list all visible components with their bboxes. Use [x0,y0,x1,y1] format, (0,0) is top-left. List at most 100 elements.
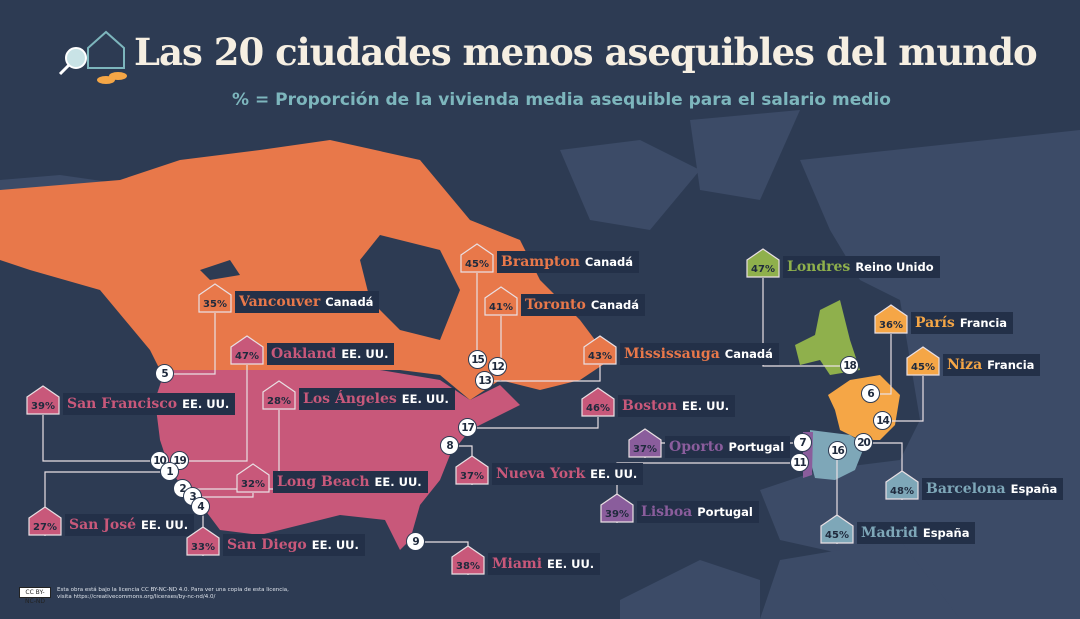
city-label[interactable]: 35% Vancouver Canadá [198,283,380,313]
affordability-pct: 45% [911,362,935,373]
rank-marker[interactable]: 14 [873,411,892,430]
affordability-pct: 41% [489,302,513,313]
country-name: Portugal [697,505,753,519]
affordability-pct: 45% [465,259,489,270]
city-name: Brampton [501,254,580,270]
affordability-pct: 47% [751,264,775,275]
house-icon: 28% [262,380,296,410]
rank-marker[interactable]: 4 [191,497,210,516]
city-label[interactable]: 27% San José EE. UU. [28,506,195,536]
country-name: EE. UU. [547,557,595,571]
canada-region [0,140,610,400]
country-name: EE. UU. [141,518,189,532]
page-title: Las 20 ciudades menos asequibles del mun… [134,30,1038,74]
leader-line [42,415,160,462]
affordability-pct: 27% [33,522,57,533]
rank-marker[interactable]: 18 [840,356,859,375]
affordability-pct: 43% [588,351,612,362]
house-icon: 38% [451,545,485,575]
country-name: EE. UU. [182,397,230,411]
city-label[interactable]: 45% Niza Francia [906,346,1041,376]
page-subtitle: % = Proporción de la vivienda media aseq… [232,90,891,110]
house-icon: 46% [581,387,615,417]
city-label[interactable]: 45% Madrid España [820,514,976,544]
city-name: Madrid [861,525,918,541]
rank-marker[interactable]: 6 [861,384,880,403]
country-name: Canadá [325,295,374,309]
house-icon: 35% [198,283,232,313]
house-icon: 47% [746,248,780,278]
country-name: EE. UU. [590,467,638,481]
house-icon: 39% [600,493,634,523]
uk-region [795,300,860,375]
city-name: París [915,315,955,331]
city-name: Boston [622,398,678,414]
city-label[interactable]: 47% Oakland EE. UU. [230,335,395,365]
country-name: Canadá [724,347,773,361]
city-label[interactable]: 32% Long Beach EE. UU. [236,463,428,493]
rank-marker[interactable]: 15 [468,350,487,369]
city-label[interactable]: 37% Oporto Portugal [628,428,791,458]
city-label[interactable]: 28% Los Ángeles EE. UU. [262,380,455,410]
house-icon: 45% [460,243,494,273]
country-name: Canadá [590,298,639,312]
house-icon: 47% [230,335,264,365]
country-name: Canadá [584,255,634,269]
hudson-bay [200,235,460,340]
city-name: San Francisco [67,396,178,412]
house-icon: 45% [820,514,854,544]
city-label[interactable]: 37% Nueva York EE. UU. [455,455,644,485]
rank-marker[interactable]: 17 [458,418,477,437]
city-label[interactable]: 36% París Francia [874,304,1014,334]
affordability-pct: 32% [241,479,265,490]
leader-line [165,313,216,375]
affordability-pct: 36% [879,320,903,331]
city-label[interactable]: 33% San Diego EE. UU. [186,526,365,556]
affordability-pct: 47% [235,351,259,362]
city-label[interactable]: 38% Miami EE. UU. [451,545,601,575]
usa-region [155,370,520,550]
city-name: Lisboa [641,504,693,520]
rank-marker[interactable]: 7 [793,433,812,452]
france-region [828,375,900,440]
license-text: Esta obra está bajo la licencia CC BY-NC… [57,587,289,600]
rank-marker[interactable]: 11 [790,453,809,472]
house-icon: 37% [628,428,662,458]
rank-marker[interactable]: 8 [440,436,459,455]
country-name: EE. UU. [311,538,359,552]
leader-line [485,365,601,382]
rank-marker[interactable]: 16 [828,441,847,460]
rank-marker[interactable]: 20 [854,433,873,452]
rank-marker[interactable]: 12 [488,357,507,376]
rank-marker[interactable]: 1 [160,462,179,481]
city-name: Niza [947,357,983,373]
leader-line [193,493,254,498]
rank-marker[interactable]: 13 [475,371,494,390]
affordability-pct: 39% [605,509,629,520]
affordability-pct: 45% [825,530,849,541]
rank-marker[interactable]: 5 [155,364,174,383]
affordability-pct: 39% [31,401,55,412]
rank-marker[interactable]: 9 [406,532,425,551]
affordability-pct: 28% [267,396,291,407]
cc-license-badge[interactable]: CC BY-NC-ND [19,587,51,605]
country-name: Reino Unido [855,260,934,274]
affordability-pct: 48% [890,486,914,497]
city-label[interactable]: 41% Toronto Canadá [484,286,645,316]
city-label[interactable]: 48% Barcelona España [885,470,1064,500]
leader-line [762,278,850,367]
city-name: San Diego [227,537,307,553]
country-name: EE. UU. [401,392,449,406]
country-name: España [1010,482,1058,496]
city-label[interactable]: 45% Brampton Canadá [460,243,640,273]
house-icon: 43% [583,335,617,365]
city-label[interactable]: 39% Lisboa Portugal [600,493,759,523]
city-label[interactable]: 43% Mississauga Canadá [583,335,779,365]
city-label[interactable]: 47% Londres Reino Unido [746,248,940,278]
affordability-pct: 38% [456,561,480,572]
city-name: Mississauga [624,346,720,362]
city-label[interactable]: 46% Boston EE. UU. [581,387,736,417]
city-label[interactable]: 39% San Francisco EE. UU. [26,385,236,415]
city-name: Oporto [669,439,724,455]
country-name: EE. UU. [682,399,730,413]
